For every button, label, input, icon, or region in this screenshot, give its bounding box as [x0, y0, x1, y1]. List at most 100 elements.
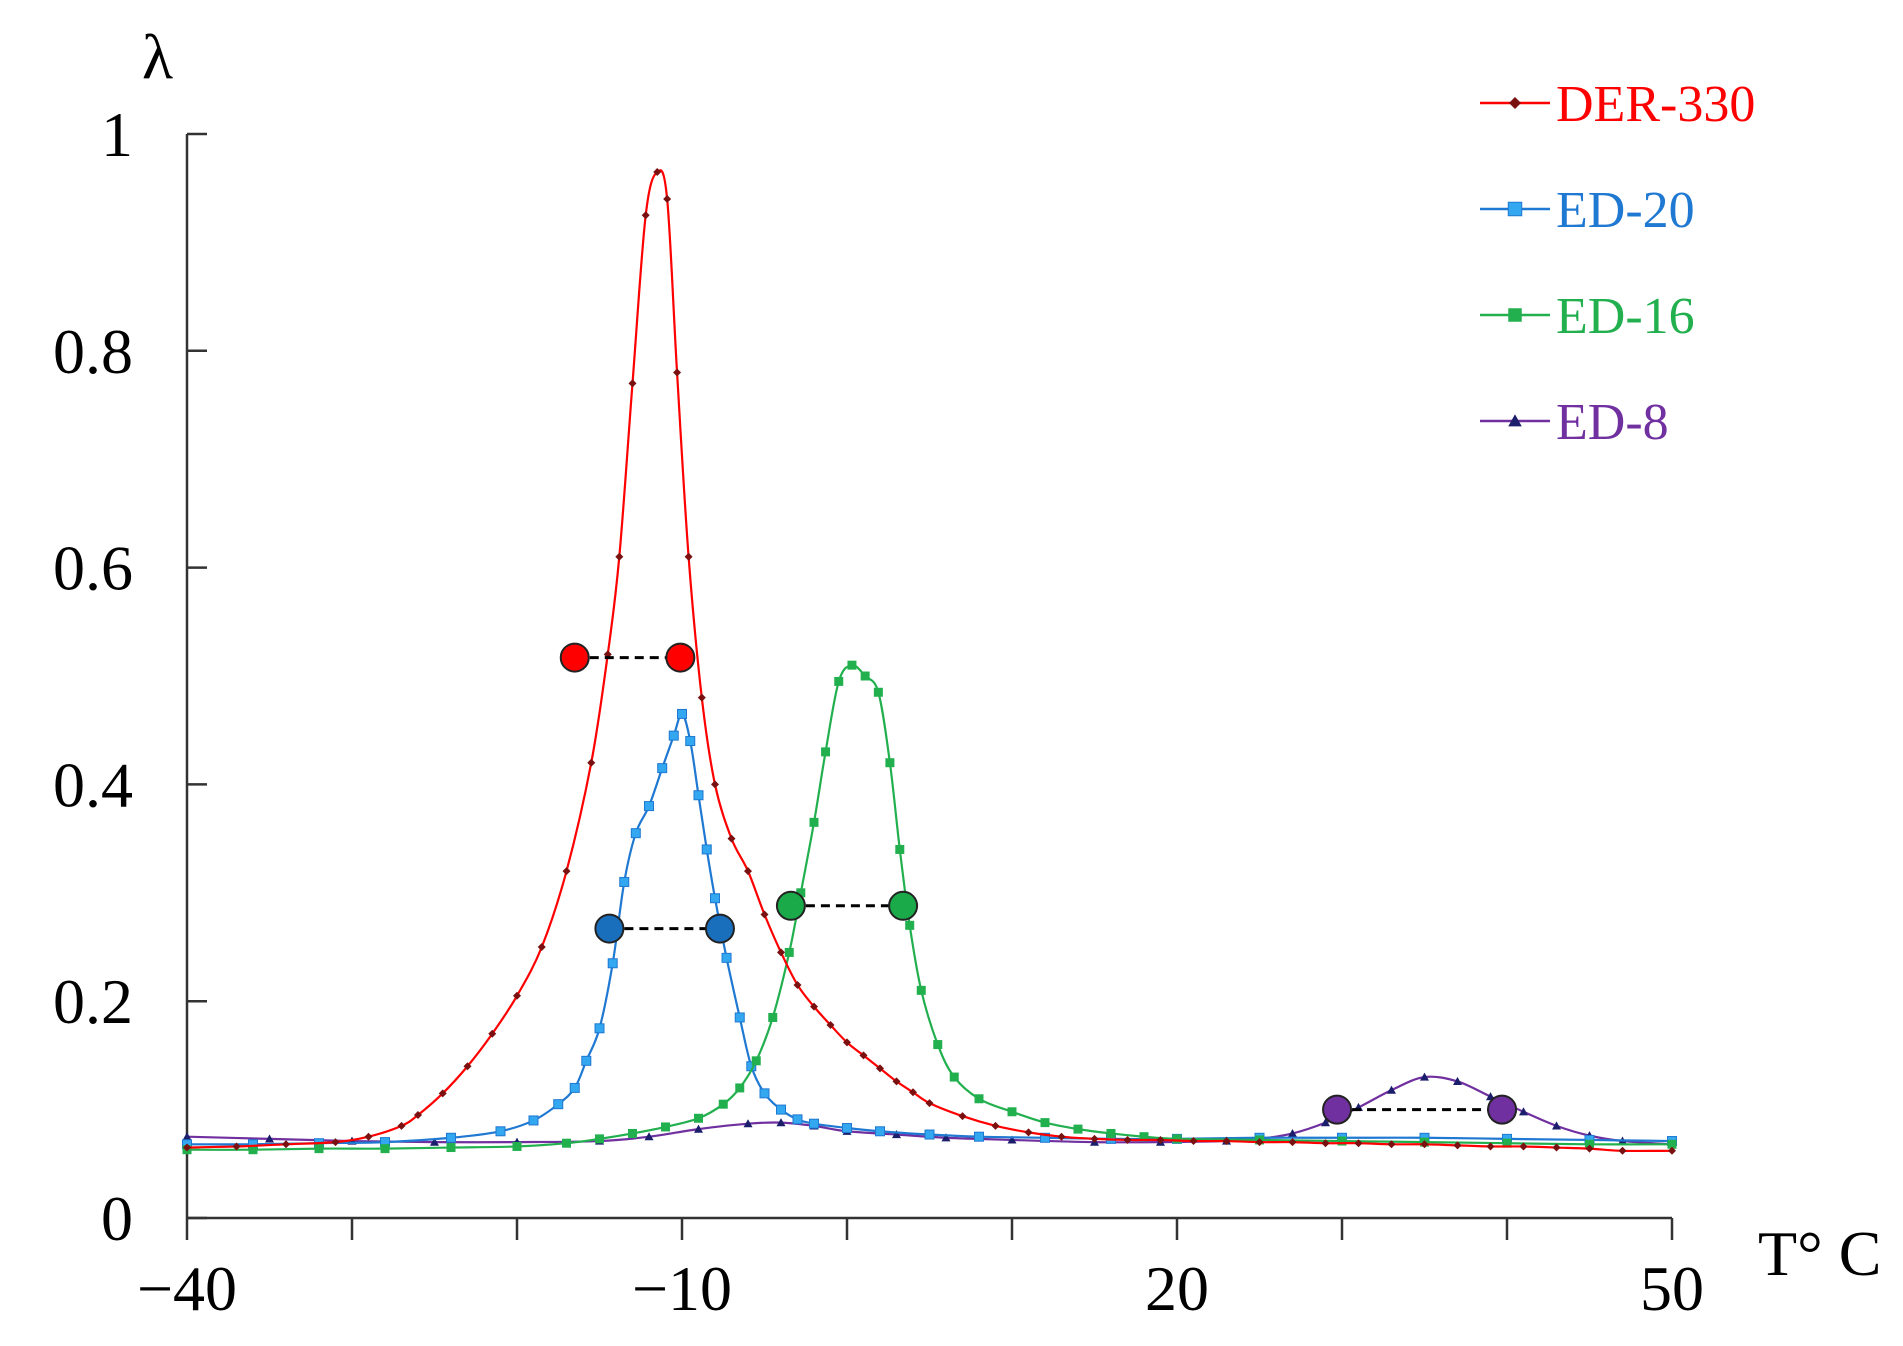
data-point [684, 552, 693, 561]
data-point [1667, 1139, 1677, 1149]
data-point [430, 1137, 439, 1146]
data-point [644, 801, 654, 812]
data-point [941, 1133, 951, 1142]
data-point [1024, 1128, 1033, 1137]
data-point [607, 958, 618, 969]
x-tick-label: −10 [632, 1253, 732, 1324]
data-point [933, 1040, 943, 1050]
data-point [776, 1118, 786, 1127]
data-point [1189, 1137, 1198, 1146]
data-point [721, 952, 732, 963]
data-point [265, 1134, 274, 1143]
data-point [711, 780, 719, 789]
data-point [701, 844, 712, 855]
data-point [615, 552, 624, 561]
data-point [892, 1130, 901, 1139]
x-axis-title: T° C [1758, 1218, 1881, 1289]
data-point [1519, 1107, 1528, 1116]
data-point [925, 1099, 934, 1108]
y-tick-label: 0.2 [53, 966, 133, 1037]
data-point [1337, 1136, 1347, 1146]
data-point [792, 1114, 803, 1125]
legend-swatch-marker [1507, 201, 1523, 217]
legend-item-ed-16: ED-16 [1480, 288, 1695, 345]
data-point [1618, 1146, 1627, 1155]
data-point [397, 1121, 406, 1130]
data-point [1387, 1085, 1396, 1094]
data-point [653, 167, 662, 176]
data-point [809, 817, 819, 827]
data-point [594, 1023, 605, 1034]
data-point [760, 910, 769, 919]
data-point [810, 1002, 818, 1011]
data-point [562, 1138, 571, 1148]
data-point [876, 1064, 884, 1073]
data-point [495, 1126, 506, 1137]
data-point [685, 736, 696, 747]
data-point [1007, 1135, 1017, 1144]
data-point [1040, 1132, 1050, 1143]
data-point [924, 1129, 935, 1140]
data-point [331, 1138, 340, 1147]
data-point [528, 1115, 539, 1126]
data-point [1156, 1135, 1165, 1144]
data-point [718, 1099, 728, 1109]
data-point [364, 1132, 373, 1141]
half-width-point [1487, 1094, 1518, 1125]
data-point [873, 687, 883, 697]
data-point [796, 888, 806, 898]
data-point [777, 948, 785, 957]
data-point [710, 893, 720, 904]
data-point [657, 763, 668, 774]
series-line [186, 664, 1673, 1151]
legend-item-ed-20: ED-20 [1480, 182, 1695, 239]
data-point [537, 943, 546, 951]
legend-item-der-330: DER-330 [1480, 76, 1755, 133]
data-point [641, 211, 650, 220]
data-point [314, 1144, 324, 1154]
data-point [1552, 1143, 1561, 1152]
legend-label: ED-16 [1556, 288, 1695, 345]
half-width-point [1322, 1094, 1353, 1125]
data-point [628, 379, 637, 388]
data-point [842, 1123, 852, 1134]
data-point [1222, 1137, 1231, 1146]
legend-label: DER-330 [1556, 76, 1755, 133]
data-point [1139, 1132, 1149, 1142]
data-point [677, 708, 687, 719]
half-width-point [888, 890, 919, 921]
series-der-330 [183, 167, 1676, 1155]
data-point [826, 1021, 835, 1030]
data-point [661, 1122, 670, 1132]
data-point [744, 867, 752, 876]
data-point [1453, 1076, 1462, 1086]
data-point [859, 1051, 868, 1060]
data-point [821, 747, 831, 757]
legend-swatch-marker [1508, 308, 1522, 322]
legend-label: ED-20 [1556, 182, 1695, 239]
data-point [1090, 1134, 1099, 1143]
data-point [974, 1094, 984, 1104]
data-point [581, 1055, 592, 1066]
data-point [768, 1012, 778, 1022]
data-point [1057, 1132, 1066, 1141]
data-point [1073, 1124, 1083, 1134]
data-point [974, 1131, 984, 1142]
half-width-point [704, 913, 735, 944]
data-point [834, 676, 844, 686]
data-point [697, 693, 706, 702]
data-point [182, 1132, 192, 1141]
data-point [1354, 1139, 1363, 1148]
data-point [949, 1072, 959, 1082]
data-point [1502, 1138, 1512, 1148]
data-point [1106, 1128, 1116, 1138]
x-tick-label: −40 [137, 1253, 237, 1324]
data-point [438, 1089, 447, 1098]
data-point [282, 1140, 290, 1149]
data-point [784, 947, 794, 957]
y-tick-label: 0 [101, 1183, 133, 1254]
data-point [1172, 1134, 1182, 1144]
data-point [663, 195, 672, 204]
data-point [668, 730, 679, 741]
data-point [991, 1121, 1000, 1130]
